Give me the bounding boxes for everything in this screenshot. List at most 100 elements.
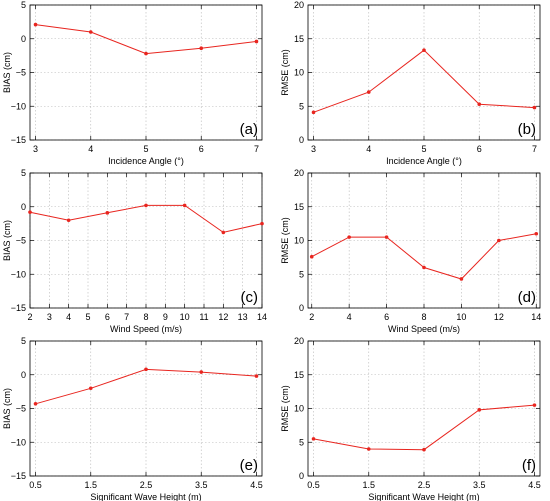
- data-point: [144, 203, 148, 208]
- x-tick-label: 5: [421, 144, 426, 154]
- y-tick-label: 10: [294, 404, 304, 414]
- x-tick-label: 14: [531, 312, 541, 322]
- chart-panel-4: 2 4 6 8 10 12 14 0 5 10 15 20 Wind Speed (m/s) RMSE (…: [280, 168, 541, 334]
- y-tick-label: −5: [16, 404, 26, 414]
- data-point: [254, 39, 259, 44]
- chart-panel-1: 3 4 5 6 7 −15 −10 −5 0 5 Incidence Angle (°) BIAS (…: [2, 0, 263, 166]
- y-axis-label: RMSE (cm): [280, 49, 290, 96]
- x-tick-label: 0.5: [29, 480, 42, 490]
- data-point: [88, 386, 93, 391]
- data-point: [144, 367, 148, 372]
- y-tick-label: 0: [21, 202, 26, 212]
- x-tick-label: 0.5: [307, 480, 320, 490]
- y-tick-label: 15: [294, 370, 304, 380]
- x-tick-label: 8: [143, 312, 148, 322]
- y-tick-label: −15: [11, 135, 26, 145]
- data-point: [366, 90, 371, 94]
- data-point: [422, 48, 426, 53]
- x-tick-label: 6: [477, 144, 482, 154]
- data-point: [477, 408, 482, 412]
- x-tick-label: 3.5: [195, 480, 208, 490]
- chart-panel-6: 0.5 1.5 2.5 3.5 4.5 0 5 10 15 20 Significant Wave …: [280, 336, 541, 501]
- x-tick-label: 4: [66, 312, 71, 322]
- data-point: [221, 230, 226, 235]
- data-point: [88, 30, 93, 34]
- panel-label: (b): [518, 121, 536, 138]
- y-tick-label: 5: [299, 101, 304, 111]
- panel-label: (e): [240, 457, 258, 474]
- x-tick-label: 6: [199, 144, 204, 154]
- data-point: [33, 401, 38, 406]
- x-tick-label: 2.5: [418, 480, 431, 490]
- y-axis-label: BIAS (cm): [2, 52, 12, 93]
- x-tick-label: 7: [532, 144, 537, 154]
- y-tick-label: −15: [11, 303, 26, 313]
- x-axis-label: Wind Speed (m/s): [388, 324, 460, 334]
- y-tick-label: 10: [294, 68, 304, 78]
- data-point: [366, 447, 371, 451]
- x-tick-label: 12: [218, 312, 228, 322]
- data-point: [459, 277, 464, 281]
- data-point: [105, 211, 110, 215]
- y-tick-label: 0: [21, 370, 26, 380]
- x-tick-label: 14: [257, 312, 267, 322]
- data-point: [311, 110, 316, 115]
- panel-label: (d): [518, 289, 536, 306]
- x-axis-label: Incidence Angle (°): [108, 156, 184, 166]
- y-tick-label: 20: [294, 336, 304, 346]
- y-tick-label: 15: [294, 34, 304, 44]
- panel-label: (f): [522, 457, 536, 474]
- x-tick-label: 2.5: [140, 480, 153, 490]
- x-tick-label: 4: [366, 144, 371, 154]
- x-tick-label: 5: [85, 312, 90, 322]
- data-point: [182, 203, 187, 208]
- x-tick-label: 4.5: [250, 480, 263, 490]
- chart-panel-3: 2 3 4 5 6 7 8 9 10 11 12 13 14 −15 −10 −5 0 5 Wind Speed (…: [2, 168, 267, 334]
- x-tick-label: 6: [105, 312, 110, 322]
- data-point: [260, 221, 264, 226]
- x-tick-label: 1.5: [85, 480, 98, 490]
- chart-panel-2: 3 4 5 6 7 0 5 10 15 20 Incidence Angle (°) RMSE (cm…: [280, 0, 541, 166]
- x-tick-label: 1.5: [363, 480, 376, 490]
- y-tick-label: 5: [21, 168, 26, 178]
- y-tick-label: 20: [294, 168, 304, 178]
- data-point: [384, 235, 389, 239]
- data-point: [532, 403, 537, 407]
- series-line: [313, 49, 535, 113]
- data-point: [66, 218, 71, 223]
- y-axis-label: BIAS (cm): [2, 220, 12, 261]
- x-tick-label: 13: [238, 312, 248, 322]
- x-tick-label: 7: [254, 144, 259, 154]
- y-tick-label: −10: [11, 437, 26, 447]
- x-tick-label: 7: [124, 312, 129, 322]
- data-point: [477, 102, 482, 107]
- x-tick-label: 3.5: [473, 480, 486, 490]
- x-tick-label: 5: [143, 144, 148, 154]
- data-point: [422, 265, 426, 270]
- y-tick-label: 20: [294, 0, 304, 10]
- x-axis-label: Significant Wave Height (m): [368, 492, 479, 501]
- x-tick-label: 10: [180, 312, 190, 322]
- y-tick-label: 5: [21, 336, 26, 346]
- y-axis-label: BIAS (cm): [2, 388, 12, 429]
- y-tick-label: 5: [299, 269, 304, 279]
- x-tick-label: 2: [27, 312, 32, 322]
- series-line: [35, 24, 257, 55]
- y-tick-label: 15: [294, 202, 304, 212]
- y-tick-label: 0: [299, 471, 304, 481]
- y-tick-label: −5: [16, 236, 26, 246]
- data-point: [144, 51, 148, 56]
- data-point: [254, 374, 259, 378]
- data-point: [28, 210, 32, 214]
- data-point: [532, 105, 537, 110]
- x-tick-label: 4.5: [528, 480, 541, 490]
- data-point: [199, 46, 204, 50]
- x-axis-label: Wind Speed (m/s): [110, 324, 182, 334]
- x-tick-label: 3: [33, 144, 38, 154]
- y-tick-label: 0: [299, 135, 304, 145]
- x-axis-label: Incidence Angle (°): [386, 156, 462, 166]
- data-point: [534, 231, 539, 236]
- data-point: [347, 235, 351, 239]
- data-point: [311, 437, 316, 441]
- y-tick-label: 5: [21, 0, 26, 10]
